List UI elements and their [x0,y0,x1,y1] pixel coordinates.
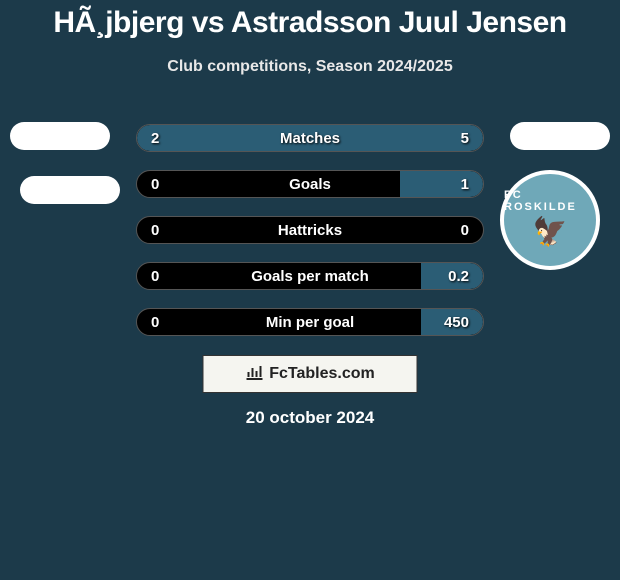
team-right-logo-1 [510,122,610,150]
badge-text: FC ROSKILDE [504,189,596,213]
brand-badge[interactable]: FcTables.com [203,355,418,393]
team-right-logo-2: FC ROSKILDE 🦅 [500,170,600,270]
stat-value-left: 2 [151,130,159,147]
stat-value-right: 0 [461,222,469,239]
stat-row-goals-per-match: 0 Goals per match 0.2 [136,262,484,290]
stats-panel: 2 Matches 5 0 Goals 1 0 Hattricks 0 0 Goals per ma… [136,124,484,354]
stat-label: Goals per match [251,268,369,285]
page-subtitle: Club competitions, Season 2024/2025 [0,58,620,76]
stat-row-min-per-goal: 0 Min per goal 450 [136,308,484,336]
stat-value-right: 1 [461,176,469,193]
stat-fill-right [237,125,483,151]
stat-value-right: 5 [461,130,469,147]
stat-row-hattricks: 0 Hattricks 0 [136,216,484,244]
stat-label: Goals [289,176,331,193]
stat-label: Hattricks [278,222,342,239]
stat-label: Min per goal [266,314,354,331]
page-title: HÃ¸jbjerg vs Astradsson Juul Jensen [0,0,620,40]
stat-label: Matches [280,130,340,147]
stat-row-matches: 2 Matches 5 [136,124,484,152]
chart-icon [245,364,263,385]
stat-value-left: 0 [151,176,159,193]
stat-value-left: 0 [151,222,159,239]
stat-row-goals: 0 Goals 1 [136,170,484,198]
date-text: 20 october 2024 [0,408,620,428]
badge-icon: 🦅 [533,215,568,248]
stat-value-right: 0.2 [448,268,469,285]
stat-fill-right [400,171,483,197]
team-left-logo-1 [10,122,110,150]
brand-text: FcTables.com [269,365,375,383]
stat-value-right: 450 [444,314,469,331]
stat-value-left: 0 [151,268,159,285]
stat-value-left: 0 [151,314,159,331]
team-left-logo-2 [20,176,120,204]
